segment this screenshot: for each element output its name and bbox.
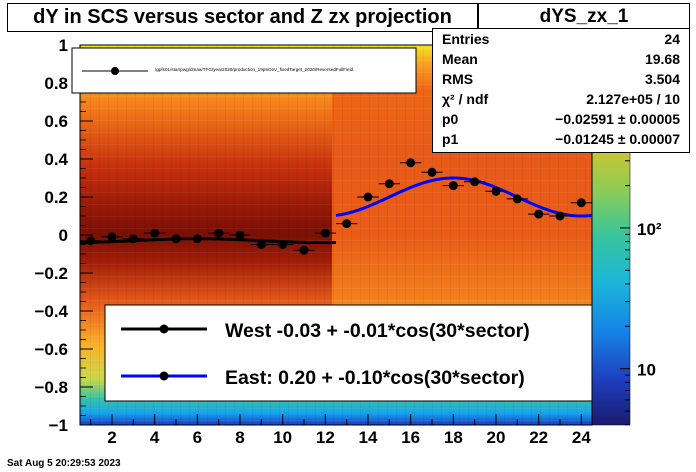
data-point xyxy=(171,234,181,244)
data-point xyxy=(320,228,330,238)
data-point xyxy=(555,211,565,221)
data-point xyxy=(107,232,117,242)
datestamp: Sat Aug 5 20:29:53 2023 xyxy=(7,458,121,469)
data-point xyxy=(491,186,501,196)
stats-row: p0 −0.02591 ± 0.00005 xyxy=(433,109,689,130)
y-tick-label: −0.6 xyxy=(34,340,68,359)
data-point xyxy=(214,228,224,238)
top-legend-marker xyxy=(111,67,119,75)
stats-value: 2.127e+05 / 10 xyxy=(586,91,680,107)
y-tick-label: 0 xyxy=(59,226,68,245)
stats-key: Mean xyxy=(442,51,478,67)
data-point xyxy=(256,240,266,249)
legend-east-label: East: 0.20 + -0.10*cos(30*sector) xyxy=(225,367,525,389)
data-point xyxy=(384,179,394,189)
x-tick-label: 12 xyxy=(316,428,335,447)
data-point xyxy=(150,228,160,238)
stats-row: Mean 19.68 xyxy=(433,49,689,70)
data-point xyxy=(192,234,202,244)
data-point xyxy=(86,236,96,246)
x-tick-label: 10 xyxy=(273,428,292,447)
data-point xyxy=(534,209,544,219)
top-legend xyxy=(71,47,417,94)
west-legend-marker xyxy=(159,324,169,334)
data-points xyxy=(80,158,592,255)
data-point xyxy=(128,234,138,244)
x-tick-label: 14 xyxy=(359,428,378,447)
data-point xyxy=(299,245,309,255)
stats-box-name: dYS_zx_1 xyxy=(539,6,629,27)
stats-box: Entries 24 Mean 19.68 RMS 3.504 χ² / ndf… xyxy=(432,28,690,153)
y-tick-label: 0.8 xyxy=(44,74,68,93)
x-tick-label: 8 xyxy=(235,428,244,447)
data-point xyxy=(427,167,437,177)
data-point xyxy=(363,192,373,202)
stats-key: RMS xyxy=(442,71,474,87)
data-point xyxy=(278,240,288,249)
fit-legend: West -0.03 + -0.01*cos(30*sector) East: … xyxy=(104,304,593,402)
x-tick-label: 20 xyxy=(487,428,506,447)
x-tick-label: 6 xyxy=(193,428,202,447)
top-legend-label: /gpfs01/star/pwg/dmaa/TFG/year2020/produ… xyxy=(155,67,354,72)
stats-key: χ² / ndf xyxy=(442,91,489,107)
palette-tick-label: 10² xyxy=(637,220,662,239)
stats-row: RMS 3.504 xyxy=(433,69,689,90)
y-tick-label: 1 xyxy=(59,36,68,55)
palette-tick-label: 10 xyxy=(637,361,656,380)
y-tick-label: −1 xyxy=(49,416,68,435)
stats-box-header: dYS_zx_1 xyxy=(478,3,690,29)
data-point xyxy=(235,230,245,240)
stats-key: Entries xyxy=(442,31,490,47)
x-tick-label: 24 xyxy=(572,428,591,447)
stats-key: p0 xyxy=(442,111,459,127)
legend-west-label: West -0.03 + -0.01*cos(30*sector) xyxy=(225,320,530,342)
chart-title: dY in SCS versus sector and Z zx project… xyxy=(33,6,452,28)
x-tick-label: 2 xyxy=(107,428,116,447)
y-tick-label: 0.2 xyxy=(44,188,68,207)
y-tick-label: −0.8 xyxy=(34,378,68,397)
data-point xyxy=(406,158,416,168)
east-fit-curve xyxy=(335,176,593,218)
x-tick-label: 22 xyxy=(529,428,548,447)
stats-value: −0.02591 ± 0.00005 xyxy=(555,111,680,127)
stats-row: p1 −0.01245 ± 0.00007 xyxy=(433,129,689,150)
data-point xyxy=(342,219,352,229)
data-point xyxy=(470,177,480,187)
stats-value: 24 xyxy=(664,31,680,47)
x-tick-label: 16 xyxy=(401,428,420,447)
east-legend-marker xyxy=(159,371,169,381)
axes: −1−0.8−0.6−0.4−0.200.20.40.60.812 4 6 8 10 12… xyxy=(34,36,593,447)
stats-key: p1 xyxy=(442,131,459,147)
stats-row: Entries 24 xyxy=(433,29,689,50)
stats-value: 19.68 xyxy=(644,51,680,67)
x-tick-label: 4 xyxy=(150,428,160,447)
y-tick-label: 0.4 xyxy=(44,150,68,169)
chart-title-box: dY in SCS versus sector and Z zx project… xyxy=(7,3,478,32)
y-tick-label: −0.2 xyxy=(34,264,68,283)
y-tick-label: −0.4 xyxy=(34,302,68,321)
y-tick-label: 0.6 xyxy=(44,112,68,131)
stats-value: 3.504 xyxy=(644,71,680,87)
stats-value: −0.01245 ± 0.00007 xyxy=(555,131,680,147)
data-point xyxy=(512,194,522,204)
data-point xyxy=(448,181,458,191)
x-tick-label: 18 xyxy=(444,428,463,447)
data-point xyxy=(576,198,586,208)
stats-row: χ² / ndf 2.127e+05 / 10 xyxy=(433,89,689,110)
